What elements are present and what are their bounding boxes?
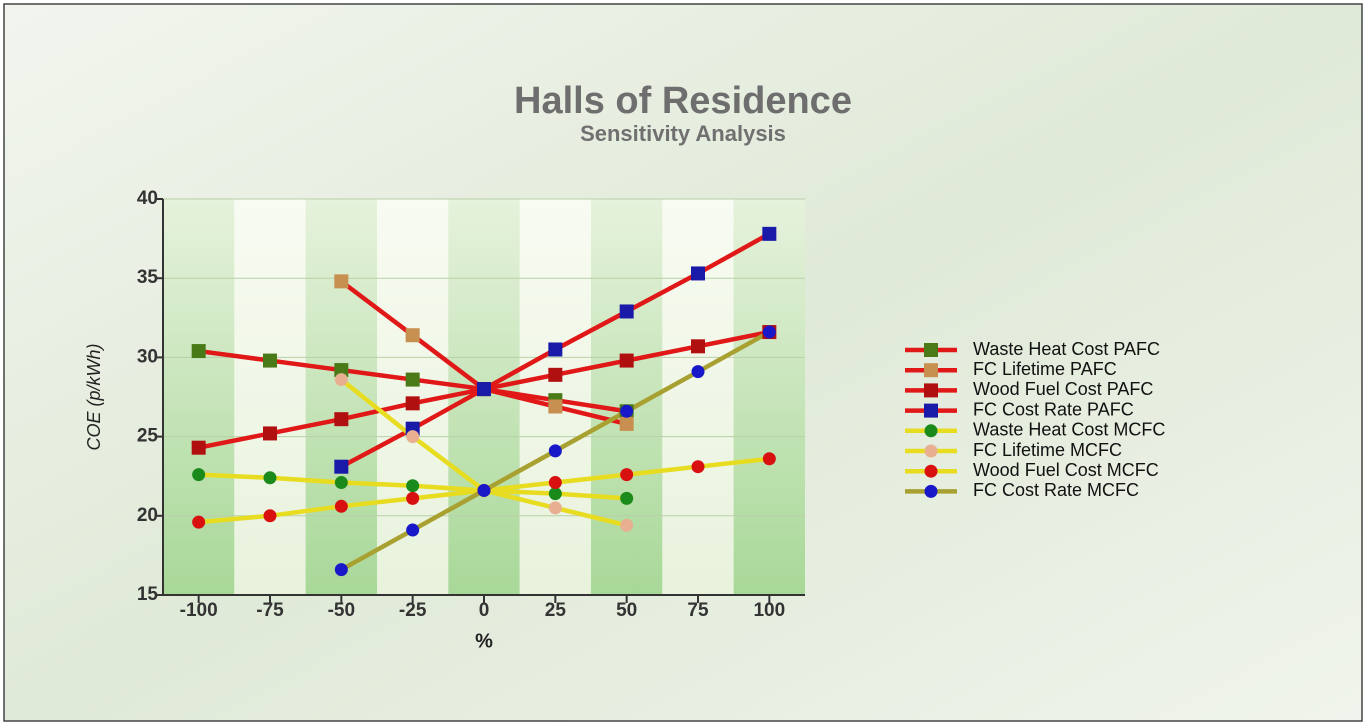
- legend-marker: [924, 444, 938, 458]
- marker: [192, 468, 206, 482]
- marker: [263, 471, 277, 485]
- chart-subtitle: Sensitivity Analysis: [580, 121, 786, 146]
- y-tick-label: 30: [137, 346, 158, 367]
- x-tick-label: -25: [399, 600, 427, 621]
- marker: [762, 325, 776, 339]
- legend-marker: [924, 464, 938, 478]
- marker: [548, 501, 562, 515]
- legend-marker: [924, 363, 938, 378]
- marker: [263, 353, 277, 368]
- legend-label: FC Cost Rate MCFC: [973, 480, 1139, 500]
- plot-bands: [163, 199, 805, 595]
- marker: [334, 412, 349, 427]
- marker: [334, 373, 348, 387]
- y-tick-label: 35: [137, 267, 159, 288]
- x-tick-label: -100: [180, 600, 218, 621]
- legend-label: Wood Fuel Cost PAFC: [973, 379, 1153, 399]
- legend-marker: [924, 343, 938, 357]
- marker: [406, 523, 420, 537]
- legend-label: Wood Fuel Cost MCFC: [973, 460, 1159, 480]
- marker: [192, 515, 206, 529]
- x-axis-label: %: [475, 630, 493, 652]
- marker: [477, 382, 491, 397]
- marker: [691, 339, 705, 354]
- marker: [620, 404, 634, 418]
- y-tick-label: 20: [137, 505, 158, 526]
- marker: [405, 328, 420, 343]
- plot-band: [163, 199, 235, 595]
- x-tick-label: -75: [256, 600, 284, 621]
- legend-marker: [924, 403, 938, 418]
- legend-label: FC Lifetime MCFC: [973, 440, 1122, 460]
- marker: [548, 476, 562, 490]
- legend-label: Waste Heat Cost PAFC: [973, 339, 1160, 359]
- legend-label: Waste Heat Cost MCFC: [973, 420, 1165, 440]
- marker: [619, 353, 634, 368]
- plot-band: [234, 199, 306, 595]
- legend-label: FC Lifetime PAFC: [973, 359, 1117, 379]
- marker: [691, 266, 705, 281]
- x-tick-label: 100: [753, 600, 785, 621]
- marker: [334, 563, 348, 577]
- y-tick-label: 40: [137, 188, 158, 209]
- marker: [334, 499, 348, 513]
- x-tick-label: 25: [545, 600, 567, 621]
- legend-marker: [924, 484, 938, 498]
- marker: [620, 518, 634, 532]
- marker: [406, 491, 420, 505]
- marker: [548, 487, 562, 501]
- marker: [548, 367, 563, 382]
- x-tick-label: -50: [328, 600, 355, 621]
- legend-label: FC Cost Rate PAFC: [973, 399, 1134, 419]
- chart-title: Halls of Residence: [514, 80, 852, 122]
- marker: [548, 342, 563, 357]
- y-axis-label: COE (p/kWh): [84, 343, 104, 450]
- marker: [691, 365, 705, 379]
- marker: [406, 430, 420, 444]
- marker: [263, 426, 277, 441]
- plot-band: [733, 199, 805, 595]
- marker: [762, 452, 776, 466]
- marker: [334, 363, 349, 378]
- x-tick-label: 0: [479, 600, 490, 621]
- y-tick-label: 15: [137, 584, 159, 605]
- legend-marker: [924, 383, 938, 398]
- marker: [619, 304, 634, 319]
- marker: [548, 399, 563, 414]
- marker: [548, 444, 562, 458]
- marker: [619, 416, 634, 431]
- marker: [334, 274, 349, 289]
- plot-band: [662, 199, 734, 595]
- y-tick-label: 25: [137, 426, 159, 447]
- marker: [191, 440, 206, 455]
- marker: [477, 483, 491, 497]
- marker: [406, 479, 420, 493]
- marker: [620, 491, 634, 505]
- marker: [334, 459, 349, 474]
- marker: [620, 468, 634, 482]
- marker: [263, 509, 277, 523]
- marker: [191, 344, 206, 359]
- marker: [691, 460, 705, 474]
- legend-marker: [924, 424, 938, 438]
- marker: [405, 372, 420, 387]
- marker: [405, 396, 420, 411]
- x-tick-label: 75: [687, 600, 709, 621]
- x-tick-label: 50: [616, 600, 637, 621]
- marker: [762, 226, 777, 241]
- marker: [334, 476, 348, 490]
